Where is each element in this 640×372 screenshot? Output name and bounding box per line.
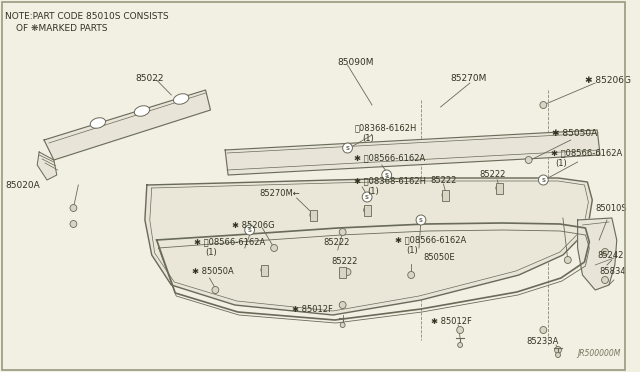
Circle shape	[564, 257, 572, 263]
Circle shape	[339, 301, 346, 308]
Bar	[442, 189, 449, 201]
Ellipse shape	[134, 106, 150, 116]
Text: (1): (1)	[205, 247, 218, 257]
Polygon shape	[150, 181, 588, 311]
Text: ✱ 85012F: ✱ 85012F	[431, 317, 472, 327]
Circle shape	[212, 286, 219, 294]
Text: ✱ Ⓝ08566-6162A: ✱ Ⓝ08566-6162A	[355, 154, 426, 163]
Text: ✱ 85050A: ✱ 85050A	[552, 128, 597, 138]
Text: S: S	[346, 145, 349, 151]
Circle shape	[540, 327, 547, 334]
Polygon shape	[44, 90, 211, 160]
Text: (1): (1)	[367, 186, 379, 196]
Polygon shape	[145, 178, 592, 315]
Text: NOTE:PART CODE 85010S CONSISTS: NOTE:PART CODE 85010S CONSISTS	[5, 12, 168, 21]
Text: ✱ 85012F: ✱ 85012F	[292, 305, 333, 314]
Text: 85222: 85222	[323, 237, 349, 247]
Text: (1): (1)	[406, 246, 418, 254]
Ellipse shape	[173, 94, 189, 104]
Circle shape	[70, 221, 77, 228]
Text: S: S	[419, 218, 423, 222]
Circle shape	[344, 269, 351, 276]
Circle shape	[525, 157, 532, 164]
Circle shape	[339, 228, 346, 235]
Bar	[310, 209, 317, 221]
Text: ✱ 85206G: ✱ 85206G	[586, 76, 632, 84]
Bar	[261, 264, 268, 276]
Text: 85242: 85242	[597, 250, 623, 260]
Circle shape	[442, 192, 449, 199]
Text: S: S	[365, 195, 369, 199]
Bar	[496, 183, 502, 193]
Circle shape	[540, 102, 547, 109]
Circle shape	[382, 170, 392, 180]
Text: 85090M: 85090M	[338, 58, 374, 67]
Circle shape	[457, 327, 463, 334]
Circle shape	[555, 346, 561, 353]
Circle shape	[602, 248, 609, 256]
Text: ✱ Ⓝ08566-6162A: ✱ Ⓝ08566-6162A	[194, 237, 265, 247]
Bar	[339, 266, 346, 278]
Circle shape	[261, 266, 268, 273]
Text: 85233A: 85233A	[527, 337, 559, 346]
Text: 85270M←: 85270M←	[259, 189, 300, 198]
Text: ✱ Ⓝ08566-6162A: ✱ Ⓝ08566-6162A	[551, 148, 623, 157]
Text: JR500000M: JR500000M	[577, 349, 621, 358]
Circle shape	[458, 343, 463, 347]
Text: OF ❋MARKED PARTS: OF ❋MARKED PARTS	[15, 24, 107, 33]
Text: (1): (1)	[555, 158, 567, 167]
Circle shape	[416, 215, 426, 225]
Text: S: S	[541, 177, 545, 183]
Text: 85222: 85222	[480, 170, 506, 179]
Circle shape	[244, 225, 255, 235]
Text: S: S	[248, 228, 252, 232]
Text: S: S	[385, 173, 388, 177]
Polygon shape	[37, 152, 57, 180]
Text: Ⓝ08368-6162H: Ⓝ08368-6162H	[355, 124, 417, 132]
Text: 85270M: 85270M	[451, 74, 486, 83]
Text: ✱ 85206G: ✱ 85206G	[232, 221, 275, 230]
Bar	[364, 205, 371, 215]
Circle shape	[496, 185, 502, 192]
Polygon shape	[225, 130, 600, 175]
Circle shape	[408, 272, 415, 279]
Text: 85834: 85834	[599, 267, 626, 276]
Text: (1): (1)	[362, 134, 374, 142]
Text: 85020A: 85020A	[5, 180, 40, 189]
Circle shape	[556, 353, 561, 357]
Circle shape	[602, 276, 609, 283]
Polygon shape	[578, 218, 617, 290]
Circle shape	[364, 206, 371, 214]
Text: 85222: 85222	[331, 257, 357, 266]
Circle shape	[310, 212, 317, 218]
Text: ✱ 85050A: ✱ 85050A	[192, 267, 234, 276]
Circle shape	[70, 205, 77, 212]
Circle shape	[271, 244, 278, 251]
Text: 85222: 85222	[431, 176, 457, 185]
Ellipse shape	[90, 118, 106, 128]
Text: 85050E: 85050E	[423, 253, 454, 262]
Circle shape	[340, 323, 345, 327]
Text: ✱ Ⓝ08368-6162H: ✱ Ⓝ08368-6162H	[355, 176, 426, 186]
Text: ✱ Ⓝ08566-6162A: ✱ Ⓝ08566-6162A	[394, 235, 466, 244]
Circle shape	[538, 175, 548, 185]
Text: 85022: 85022	[135, 74, 164, 83]
Circle shape	[342, 143, 353, 153]
Text: 85010S: 85010S	[595, 203, 627, 212]
Circle shape	[362, 192, 372, 202]
